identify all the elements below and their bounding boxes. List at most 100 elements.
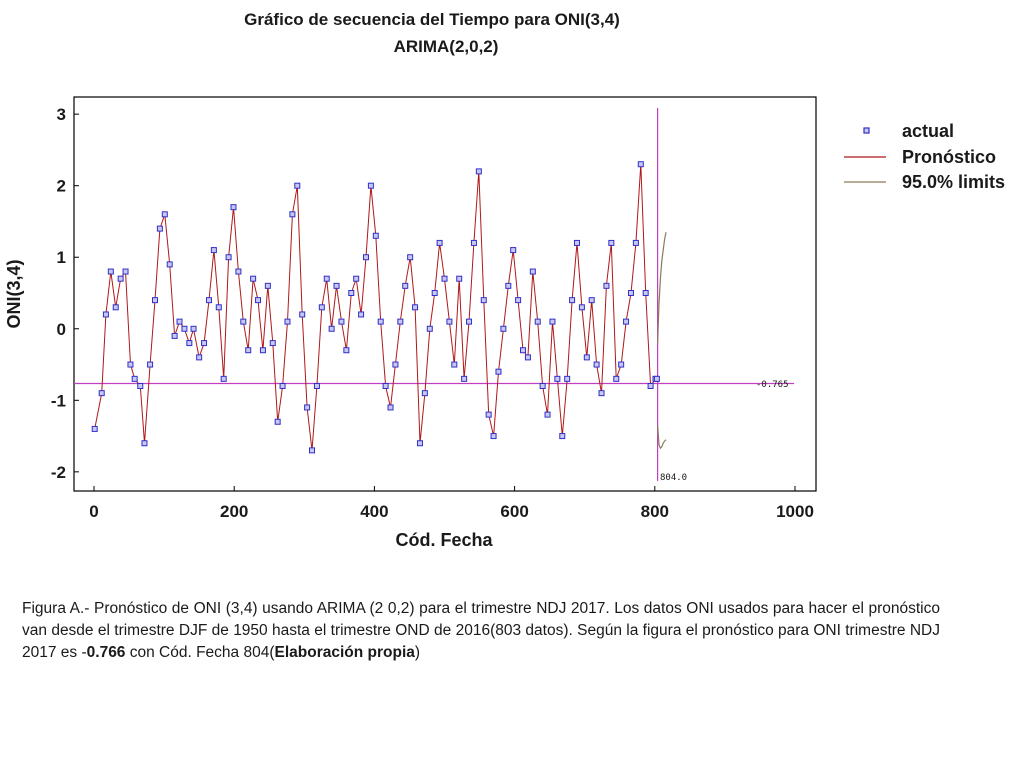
actual-data-point	[313, 383, 320, 389]
actual-data-point	[623, 318, 630, 325]
actual-data-point	[377, 318, 384, 325]
actual-data-point	[156, 225, 163, 232]
actual-data-point	[230, 204, 237, 211]
actual-data-point	[205, 297, 212, 304]
actual-data-point	[490, 433, 497, 440]
actual-data-point	[279, 383, 286, 389]
y-tick-label: 1	[57, 248, 66, 267]
actual-data-point	[225, 254, 232, 261]
x-tick-label: 0	[89, 502, 98, 521]
actual-data-point	[147, 361, 154, 368]
actual-data-point	[534, 318, 541, 325]
actual-data-point	[426, 325, 433, 332]
horizontal-reference-label: -0.765	[756, 380, 789, 390]
actual-data-point	[181, 325, 188, 332]
actual-data-point	[328, 325, 335, 332]
actual-data-point	[603, 282, 610, 289]
actual-data-point	[480, 297, 487, 304]
actual-data-point	[274, 418, 281, 425]
actual-data-point	[117, 275, 124, 282]
x-axis-label: Cód. Fecha	[395, 530, 493, 550]
actual-data-point	[569, 297, 576, 304]
actual-data-point	[245, 347, 252, 354]
chart-subtitle: ARIMA(2,0,2)	[394, 37, 499, 56]
x-tick-label: 200	[220, 502, 248, 521]
caption-text-3: )	[414, 644, 421, 661]
actual-data-point	[653, 375, 660, 382]
actual-data-point	[107, 268, 114, 275]
actual-data-point	[466, 318, 473, 325]
actual-data-point	[333, 282, 340, 289]
y-tick-label: 3	[57, 105, 66, 124]
y-tick-label: -1	[51, 391, 66, 410]
actual-data-point	[304, 404, 311, 411]
actual-data-point	[520, 347, 527, 354]
reference-lines	[74, 108, 794, 481]
actual-data-point	[544, 411, 551, 418]
legend-forecast-label: Pronóstico	[902, 147, 996, 167]
actual-data-point	[161, 211, 168, 218]
legend-actual-marker	[863, 127, 870, 134]
actual-data-point	[127, 361, 134, 368]
actual-data-point	[559, 433, 566, 440]
actual-data-point	[505, 282, 512, 289]
actual-data-point	[190, 325, 197, 332]
actual-data-point	[456, 275, 463, 282]
actual-data-point	[618, 361, 625, 368]
actual-data-point	[91, 425, 98, 432]
actual-data-point	[358, 311, 365, 318]
actual-data-point	[578, 304, 585, 311]
actual-data-point	[421, 390, 428, 397]
actual-data-point	[608, 239, 615, 246]
actual-data-point	[598, 390, 605, 397]
actual-data-point	[627, 290, 634, 296]
actual-data-point	[510, 247, 517, 254]
actual-data-point	[353, 275, 360, 282]
actual-data-point	[451, 361, 458, 368]
time-sequence-chart: Gráfico de secuencia del Tiempo para ONI…	[4, 10, 1005, 550]
actual-data-point	[235, 268, 242, 275]
x-tick-label: 600	[500, 502, 528, 521]
actual-data-point	[294, 182, 301, 189]
actual-data-point	[573, 239, 580, 246]
chart-title: Gráfico de secuencia del Tiempo para ONI…	[244, 10, 620, 29]
actual-data-point	[186, 340, 193, 347]
actual-data-point	[284, 318, 291, 325]
actual-data-point	[407, 254, 414, 261]
actual-data-point	[141, 440, 148, 447]
actual-data-point	[323, 275, 330, 282]
actual-data-point	[348, 290, 355, 296]
actual-data-point	[470, 239, 477, 246]
actual-data-point	[549, 318, 556, 325]
actual-data-point	[495, 368, 502, 375]
actual-data-point	[554, 375, 561, 382]
actual-data-point	[201, 340, 208, 347]
x-tick-label: 1000	[776, 502, 814, 521]
caption-source: Elaboración propia	[274, 644, 415, 661]
actual-data-point	[318, 304, 325, 311]
actual-data-point	[210, 247, 217, 254]
actual-data-point	[299, 311, 306, 318]
actual-data-point	[367, 182, 374, 189]
actual-data-point	[416, 440, 423, 447]
actual-data-point	[402, 282, 409, 289]
actual-data-point	[431, 290, 438, 296]
actual-data-point	[309, 447, 316, 454]
y-tick-label: 0	[57, 320, 66, 339]
actual-data-point	[382, 383, 389, 389]
y-axis-ticks: -2 -1 0 1 2 3	[51, 105, 79, 482]
actual-data-point	[122, 268, 129, 275]
actual-data-point	[588, 297, 595, 304]
y-axis-label: ONI(3,4)	[4, 259, 24, 328]
actual-data-point	[259, 347, 266, 354]
caption-forecast-value: 0.766	[86, 644, 126, 661]
actual-data-point	[98, 390, 105, 397]
actual-data-point	[392, 361, 399, 368]
actual-data-point	[240, 318, 247, 325]
actual-data-point	[441, 275, 448, 282]
actual-data-point	[632, 239, 639, 246]
actual-data-point	[338, 318, 345, 325]
actual-data-point	[637, 161, 644, 168]
lower-limit-line	[657, 425, 667, 450]
actual-data-point	[131, 375, 138, 382]
